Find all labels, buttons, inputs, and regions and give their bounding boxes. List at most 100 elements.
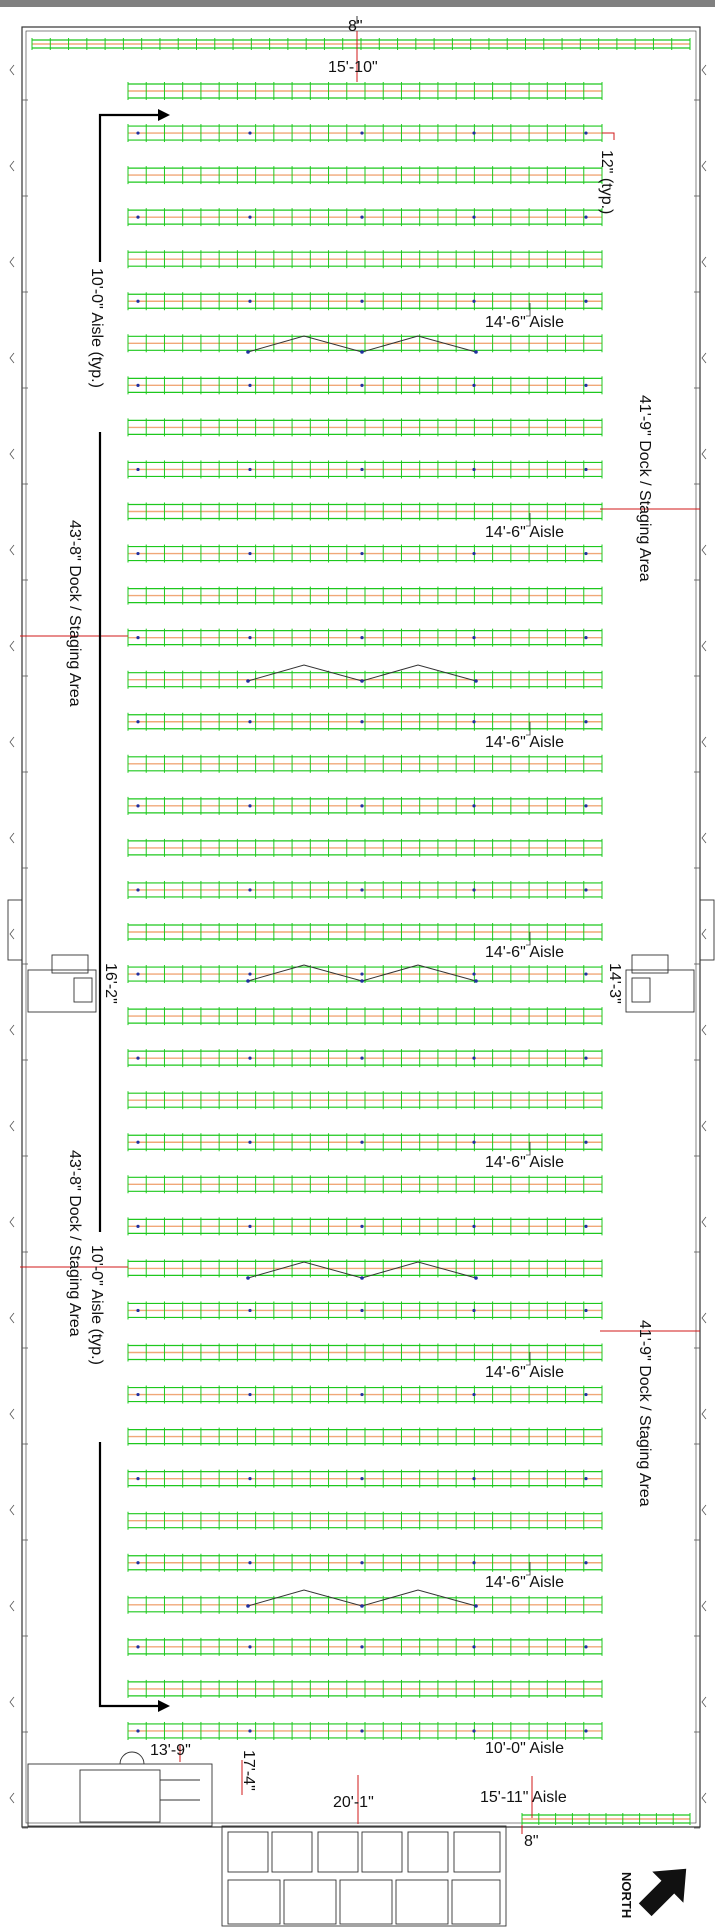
column-marker [360,215,364,219]
building-walls [21,26,701,1828]
column-marker [472,467,476,472]
column-marker [136,299,140,303]
office-block [27,1751,507,1927]
rack-rows [127,82,603,1740]
aisle-label-5: 14'-6" Aisle [485,1154,564,1171]
rack-row [127,1553,603,1572]
rack-row [127,628,603,647]
column-marker [136,131,140,135]
top-clearance-label: 8" [348,18,363,35]
rack-row [127,1679,603,1698]
rack-row [127,502,603,521]
column-marker [584,720,588,724]
column-marker [472,1308,476,1313]
column-marker [248,1140,252,1144]
column-marker [136,1477,140,1481]
rack-row [127,82,603,100]
column-marker [360,1729,364,1733]
column-marker [136,720,140,724]
column-marker [136,1392,140,1397]
rack-row [127,166,603,185]
rack-row [127,1637,603,1656]
column-marker [584,1561,588,1565]
column-marker [360,1224,364,1228]
column-marker [584,972,588,976]
north-arrow-icon [638,1868,687,1917]
rack-row [127,754,603,773]
aisle-label-7: 14'-6" Aisle [485,1574,564,1591]
column-marker [472,888,476,892]
rack-row [127,1259,603,1278]
column-marker [360,1056,364,1060]
column-marker [248,215,252,219]
column-marker [248,1224,252,1228]
column-marker [584,1056,588,1060]
column-marker [248,1477,252,1481]
column-marker [584,131,588,135]
column-marker [472,1392,476,1397]
bottom-aisle-label: 10'-0" Aisle [485,1740,564,1757]
column-marker [360,131,364,135]
column-marker [136,551,140,556]
rack-row [127,1133,603,1152]
dimension-lines [20,16,700,1834]
column-marker [360,1477,364,1481]
column-marker [472,1224,476,1228]
column-marker [360,1308,364,1313]
column-marker [136,1140,140,1144]
column-marker [248,467,252,472]
column-marker [248,1729,252,1733]
rack-row [127,1427,603,1446]
column-marker [136,1645,140,1649]
arrow-head-icon [158,109,170,121]
rack-row [127,460,603,479]
right-dock-label-bottom: 41'-9" Dock / Staging Area [636,1320,653,1507]
rack-row [127,1175,603,1194]
column-marker [248,804,252,808]
column-marker [248,551,252,556]
rack-row [127,544,603,563]
aisle-label-6: 14'-6" Aisle [485,1364,564,1381]
column-marker [136,804,140,808]
column-marker [360,299,364,303]
column-marker [360,1140,364,1144]
rack-row [127,376,603,395]
arrow-head-icon [158,1700,170,1712]
rack-row [127,1385,603,1404]
column-marker [360,467,364,472]
column-marker [136,1729,140,1733]
rack-row [127,1511,603,1530]
rack-row [31,38,691,50]
right-column-offset-label: 14'-3" [606,963,623,1004]
rack-row [127,1469,603,1488]
rack-row [127,712,603,731]
top-band [0,0,715,7]
rack-row [127,1301,603,1320]
column-marker [248,1645,252,1649]
column-marker [136,383,140,387]
left-column-offset-label: 16'-2" [102,963,119,1004]
column-marker [584,1729,588,1733]
column-marker [584,1392,588,1397]
column-marker [472,1056,476,1060]
column-marker [472,720,476,724]
office-gap-label: 17'-4" [240,1750,257,1791]
column-marker [360,1561,364,1565]
column-marker [584,467,588,472]
column-marker [136,467,140,472]
rack-row [127,838,603,857]
perimeter-rack-bottom [521,1813,691,1825]
column-marker [584,383,588,387]
rack-row [127,1343,603,1362]
aisle-label-2: 14'-6" Aisle [485,524,564,541]
column-marker [248,1308,252,1313]
column-marker [584,888,588,892]
column-marker [136,636,140,640]
aisle-label-4: 14'-6" Aisle [485,944,564,961]
column-marker [584,1645,588,1649]
column-marker [360,551,364,556]
left-dock-label-top: 43'-8" Dock / Staging Area [66,520,83,707]
column-marker [472,1561,476,1565]
rack-row [127,1091,603,1110]
